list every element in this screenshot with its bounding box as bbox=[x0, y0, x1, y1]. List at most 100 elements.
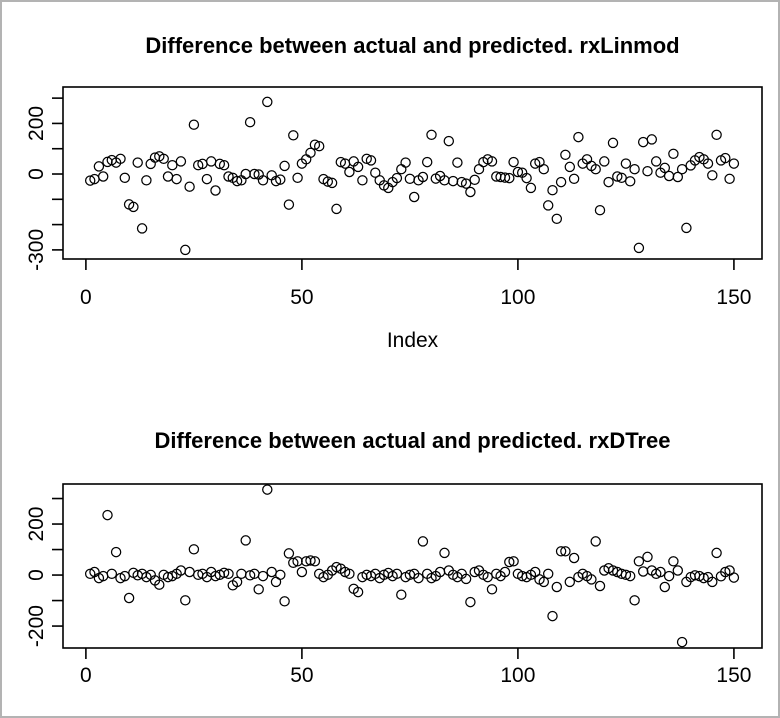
data-point bbox=[192, 159, 204, 171]
data-point bbox=[400, 157, 411, 168]
data-point bbox=[413, 572, 424, 584]
data-point bbox=[659, 162, 671, 174]
plot-1: 0 50 100 150 200 0 -200 bbox=[25, 483, 763, 687]
data-point bbox=[171, 173, 182, 185]
data-point bbox=[486, 156, 498, 167]
data-point bbox=[279, 160, 290, 172]
data-point bbox=[335, 156, 347, 168]
data-point bbox=[637, 566, 649, 577]
data-point bbox=[594, 580, 606, 592]
data-point bbox=[283, 199, 295, 210]
data-point bbox=[443, 135, 455, 147]
data-point bbox=[396, 589, 407, 600]
data-point bbox=[180, 244, 191, 256]
data-point bbox=[465, 596, 476, 608]
data-point bbox=[702, 158, 714, 169]
data-point bbox=[326, 177, 338, 189]
data-point bbox=[123, 592, 135, 604]
data-point bbox=[309, 139, 321, 150]
data-point bbox=[564, 576, 576, 588]
x-axis-label-index: Index bbox=[386, 329, 439, 352]
data-point bbox=[460, 178, 472, 189]
data-point bbox=[642, 165, 653, 177]
data-point bbox=[573, 131, 584, 143]
data-point bbox=[663, 570, 675, 582]
data-point bbox=[184, 181, 195, 192]
data-point bbox=[525, 182, 537, 194]
data-point bbox=[650, 156, 662, 167]
data-point bbox=[305, 555, 316, 566]
data-point bbox=[201, 173, 213, 185]
data-point bbox=[244, 116, 256, 128]
y-tick-label: 200 bbox=[25, 507, 48, 542]
data-point bbox=[421, 156, 433, 168]
data-point bbox=[391, 568, 403, 580]
y-tick-label: -300 bbox=[25, 229, 48, 271]
y-tick-label: 0 bbox=[25, 168, 48, 180]
data-point bbox=[538, 163, 550, 175]
data-point bbox=[599, 156, 610, 167]
data-point bbox=[720, 566, 731, 578]
data-point bbox=[728, 572, 740, 583]
data-point bbox=[275, 569, 286, 581]
data-point bbox=[162, 171, 174, 182]
data-point bbox=[629, 163, 640, 175]
data-point bbox=[97, 171, 109, 182]
data-point bbox=[214, 158, 226, 170]
data-point bbox=[344, 568, 355, 580]
data-point bbox=[564, 161, 576, 173]
data-point bbox=[499, 172, 511, 183]
data-point bbox=[210, 185, 221, 196]
data-point bbox=[128, 201, 139, 213]
data-point bbox=[279, 596, 290, 607]
plot-box bbox=[62, 483, 763, 649]
data-point bbox=[555, 176, 567, 188]
data-point bbox=[102, 509, 113, 521]
data-point bbox=[426, 129, 437, 141]
data-point bbox=[305, 147, 316, 159]
data-point bbox=[633, 556, 645, 567]
data-point bbox=[257, 570, 269, 582]
x-tick-label: 150 bbox=[716, 286, 751, 309]
plot-0: 0 50 100 150 200 0 -300 bbox=[25, 86, 763, 309]
data-point bbox=[568, 552, 580, 564]
data-point bbox=[253, 584, 264, 595]
data-point bbox=[283, 548, 295, 559]
data-point bbox=[119, 172, 131, 184]
data-point bbox=[396, 163, 407, 175]
data-point bbox=[180, 595, 191, 606]
data-point bbox=[110, 546, 122, 558]
data-point bbox=[296, 566, 308, 578]
plot-title-rxlinmod: Difference between actual and predicted.… bbox=[145, 33, 680, 58]
data-point bbox=[672, 565, 684, 576]
data-point bbox=[508, 556, 519, 567]
data-point bbox=[681, 222, 692, 234]
data-point bbox=[370, 167, 381, 178]
data-point bbox=[711, 129, 722, 141]
data-point bbox=[620, 569, 632, 581]
data-point bbox=[676, 636, 688, 648]
plot-box bbox=[62, 86, 763, 260]
data-point bbox=[590, 536, 601, 547]
data-point bbox=[508, 156, 519, 168]
data-point bbox=[551, 213, 563, 225]
data-point bbox=[586, 574, 597, 585]
data-point bbox=[707, 170, 718, 181]
x-tick-label: 0 bbox=[80, 664, 92, 687]
data-point bbox=[145, 158, 156, 170]
data-point bbox=[504, 172, 515, 184]
data-point bbox=[218, 159, 230, 171]
x-tick-label: 50 bbox=[290, 286, 313, 309]
data-point bbox=[547, 184, 558, 196]
data-point bbox=[322, 176, 334, 187]
data-point bbox=[352, 586, 364, 598]
data-point bbox=[547, 610, 558, 622]
data-point bbox=[456, 176, 467, 188]
data-point bbox=[115, 153, 126, 165]
data-point bbox=[231, 175, 243, 187]
data-point bbox=[624, 176, 636, 187]
x-tick-label: 100 bbox=[500, 664, 535, 687]
data-point bbox=[620, 158, 632, 169]
data-point bbox=[542, 568, 554, 580]
plot-title-rxdtree: Difference between actual and predicted.… bbox=[154, 428, 671, 453]
